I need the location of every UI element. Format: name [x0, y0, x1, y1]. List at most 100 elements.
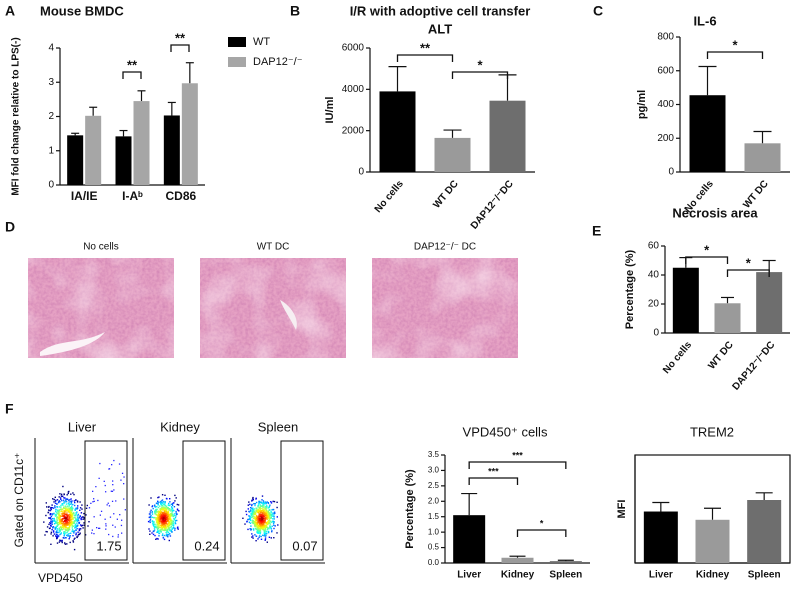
- flow-dot: [264, 517, 267, 519]
- flow-dot: [47, 511, 49, 514]
- flow-dot: [69, 499, 71, 501]
- flow-dot: [73, 517, 75, 519]
- flow-dot: [160, 505, 163, 507]
- flow-dot: [160, 526, 162, 529]
- flow-dot: [161, 508, 163, 510]
- flow-dot: [257, 511, 260, 513]
- flow-dot: [75, 499, 77, 501]
- flow-dot: [66, 515, 69, 518]
- flow-dot: [61, 522, 64, 525]
- flow-dot: [54, 505, 56, 507]
- flow-dot: [79, 507, 82, 509]
- flow-dot: [63, 517, 66, 519]
- flow-dot: [163, 512, 165, 514]
- flow-dot: [63, 525, 66, 528]
- flow-dot: [262, 506, 264, 508]
- flow-dot: [268, 528, 270, 530]
- flow-dot: [268, 521, 271, 523]
- significance-label: *: [540, 518, 544, 528]
- flow-dot: [60, 508, 62, 510]
- flow-dot: [257, 538, 259, 540]
- x-tick-label: IA/IE: [71, 189, 98, 203]
- flow-dot: [267, 502, 270, 505]
- flow-dot: [77, 505, 79, 507]
- flow-dot: [166, 512, 169, 515]
- flow-dot: [158, 516, 161, 518]
- flow-dot: [251, 516, 253, 518]
- flow-dot: [51, 507, 53, 509]
- flow-dot: [69, 518, 71, 520]
- flow-dot: [256, 518, 258, 520]
- flow-dot: [248, 501, 250, 503]
- panel-label: F: [5, 401, 14, 417]
- flow-dot: [69, 511, 72, 514]
- flow-dot: [160, 520, 162, 523]
- flow-dot: [270, 527, 272, 529]
- significance-label: *: [704, 242, 710, 257]
- flow-dot: [123, 476, 125, 478]
- flow-dot: [276, 516, 278, 518]
- flow-dot: [159, 524, 161, 527]
- flow-dot: [56, 509, 59, 511]
- flow-dot: [66, 509, 69, 511]
- flow-dot: [261, 514, 263, 516]
- flow-dot: [60, 510, 62, 513]
- flow-dot: [56, 511, 59, 513]
- flow-dot: [165, 522, 167, 524]
- flow-dot: [269, 516, 271, 518]
- flow-dot: [54, 502, 57, 504]
- flow-dot: [150, 509, 152, 511]
- flow-dot: [151, 510, 153, 513]
- significance-bracket: [451, 71, 509, 79]
- flow-dot: [47, 506, 50, 508]
- flow-dot: [68, 524, 70, 526]
- flow-dot: [267, 507, 269, 509]
- flow-dot: [68, 518, 70, 521]
- flow-dot: [253, 513, 255, 516]
- bar: [379, 91, 416, 172]
- flow-dot: [158, 514, 160, 517]
- flow-dot: [167, 512, 170, 514]
- flow-dot: [162, 503, 165, 505]
- flow-dot: [155, 524, 157, 526]
- flow-dot: [255, 510, 257, 512]
- flow-dot: [265, 522, 267, 524]
- flow-dot: [50, 507, 52, 510]
- flow-dot: [50, 515, 53, 518]
- flow-dot: [55, 536, 58, 538]
- significance-bracket: [396, 54, 454, 62]
- flow-dot: [261, 525, 263, 527]
- flow-dot: [74, 520, 76, 522]
- flow-dot: [247, 504, 249, 506]
- flow-dot: [56, 513, 59, 515]
- flow-dot: [265, 510, 268, 512]
- flow-dot: [62, 525, 64, 527]
- flow-dot: [260, 501, 263, 504]
- flow-dot: [77, 519, 80, 522]
- flow-dot: [76, 500, 79, 502]
- flow-dot: [58, 506, 61, 508]
- flow-dot: [167, 520, 169, 522]
- flow-dot: [263, 530, 266, 533]
- flow-dot: [61, 503, 64, 505]
- significance-bracket: [170, 44, 190, 52]
- flow-dot: [51, 520, 54, 522]
- flow-dot: [255, 528, 257, 531]
- flow-dot: [159, 511, 161, 513]
- flow-dot: [63, 537, 65, 539]
- flow-dot: [155, 509, 157, 511]
- flow-dot: [104, 484, 106, 487]
- flow-dot: [165, 535, 167, 537]
- flow-dot: [73, 500, 76, 502]
- flow-dot: [271, 515, 273, 517]
- y-axis-label: pg/ml: [636, 90, 648, 119]
- flow-dot: [49, 527, 51, 529]
- flow-dot: [60, 528, 62, 530]
- flow-dot: [162, 508, 164, 510]
- flow-dot: [264, 507, 266, 510]
- flow-dot: [65, 532, 67, 534]
- flow-dot: [168, 525, 170, 527]
- flow-dot: [67, 514, 69, 516]
- flow-dot: [71, 511, 73, 513]
- flow-dot: [163, 503, 165, 506]
